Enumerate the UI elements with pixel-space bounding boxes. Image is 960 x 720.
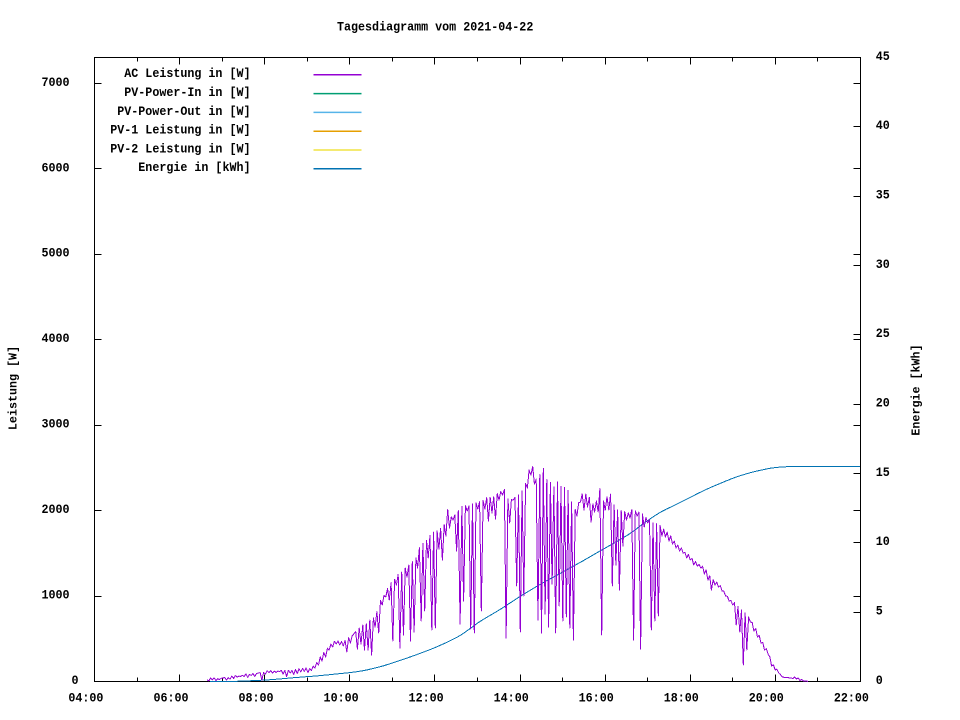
svg-text:20: 20	[876, 396, 890, 411]
svg-text:15: 15	[876, 465, 890, 480]
svg-text:5: 5	[876, 604, 883, 619]
svg-text:22:00: 22:00	[834, 691, 869, 706]
svg-text:35: 35	[876, 188, 890, 203]
svg-text:08:00: 08:00	[238, 691, 273, 706]
svg-text:10: 10	[876, 535, 890, 550]
svg-text:18:00: 18:00	[664, 691, 699, 706]
svg-text:Energie in [kWh]: Energie in [kWh]	[138, 161, 250, 176]
svg-text:04:00: 04:00	[68, 691, 103, 706]
svg-text:2000: 2000	[41, 502, 69, 517]
svg-text:7000: 7000	[41, 75, 69, 90]
svg-text:PV-2 Leistung in [W]: PV-2 Leistung in [W]	[110, 142, 250, 157]
svg-text:10:00: 10:00	[324, 691, 359, 706]
svg-text:PV-Power-In in [W]: PV-Power-In in [W]	[124, 85, 250, 100]
svg-text:Energie [kWh]: Energie [kWh]	[910, 344, 924, 435]
svg-text:30: 30	[876, 257, 890, 272]
svg-text:1000: 1000	[41, 588, 69, 603]
svg-text:14:00: 14:00	[494, 691, 529, 706]
svg-text:PV-Power-Out in [W]: PV-Power-Out in [W]	[117, 104, 250, 119]
svg-text:06:00: 06:00	[153, 691, 188, 706]
svg-text:PV-1 Leistung in [W]: PV-1 Leistung in [W]	[110, 123, 250, 138]
svg-text:45: 45	[876, 49, 890, 64]
svg-text:12:00: 12:00	[409, 691, 444, 706]
svg-text:Leistung [W]: Leistung [W]	[7, 346, 21, 430]
svg-text:3000: 3000	[41, 417, 69, 432]
svg-text:4000: 4000	[41, 332, 69, 347]
svg-text:25: 25	[876, 327, 890, 342]
svg-text:0: 0	[876, 673, 883, 688]
svg-text:16:00: 16:00	[579, 691, 614, 706]
svg-text:20:00: 20:00	[749, 691, 784, 706]
svg-text:6000: 6000	[41, 161, 69, 176]
svg-text:0: 0	[71, 673, 78, 688]
svg-text:40: 40	[876, 119, 890, 134]
svg-text:AC Leistung in [W]: AC Leistung in [W]	[124, 67, 250, 82]
svg-text:5000: 5000	[41, 246, 69, 261]
svg-text:Tagesdiagramm vom 2021-04-22: Tagesdiagramm vom 2021-04-22	[337, 20, 533, 35]
